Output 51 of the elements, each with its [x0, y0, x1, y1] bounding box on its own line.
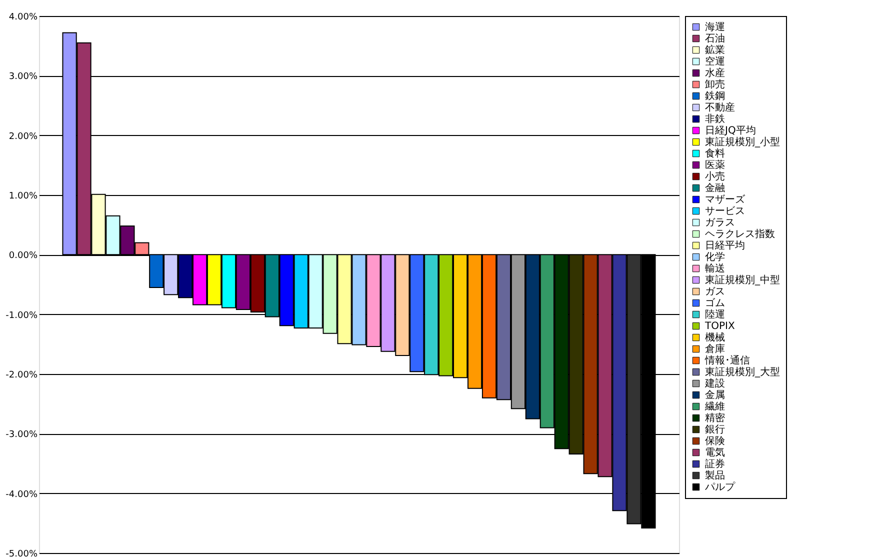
- y-tick-label: 2.00%: [8, 132, 38, 142]
- legend-label: 情報･通信: [704, 354, 750, 366]
- legend-label: 製品: [705, 470, 725, 482]
- legend-label: 食料: [705, 148, 725, 160]
- legend-label: 機械: [705, 332, 725, 344]
- legend-label: ヘラクレス指数: [705, 228, 775, 240]
- legend-label: 保険: [705, 436, 725, 447]
- legend-label: サービス: [705, 206, 745, 217]
- y-tick-label: 1.00%: [8, 192, 38, 202]
- legend-label: 証券: [705, 458, 725, 470]
- y-tick-label: 3.00%: [8, 72, 38, 82]
- legend-label: TOPIX: [704, 321, 735, 332]
- legend-label: 東証規模別_小型: [705, 136, 780, 148]
- legend-label: 小売: [705, 170, 725, 182]
- legend-label: 不動産: [705, 102, 735, 114]
- legend-label: パルプ: [704, 481, 736, 493]
- legend-label: 繊維: [704, 400, 725, 412]
- legend-label: マザーズ: [705, 194, 746, 206]
- legend-label: 倉庫: [705, 343, 725, 355]
- legend-label: ガラス: [705, 218, 735, 228]
- legend-label: 海運: [705, 21, 725, 33]
- legend-label: ゴム: [705, 297, 725, 309]
- legend-label: 医薬: [705, 159, 725, 171]
- legend-label: 精密: [705, 412, 725, 424]
- legend-label: 金属: [705, 389, 725, 401]
- legend-label: 卸売: [705, 78, 725, 90]
- legend-label: 銀行: [705, 424, 725, 436]
- y-tick-label: 4.00%: [8, 12, 38, 22]
- y-tick-label: -2.00%: [6, 370, 38, 380]
- legend-label: 東証規模別_中型: [705, 274, 780, 286]
- y-tick-label: -1.00%: [6, 310, 38, 321]
- legend-label: 非鉄: [705, 113, 725, 125]
- legend-label: 日経平均: [705, 240, 745, 252]
- legend-label: 金融: [705, 182, 725, 194]
- legend-label: 鉄鋼: [705, 90, 725, 102]
- y-tick-label: -5.00%: [6, 550, 38, 560]
- y-tick-label: -3.00%: [6, 430, 38, 440]
- legend-label: 水産: [705, 67, 725, 79]
- y-tick-label: 0.00%: [8, 251, 38, 262]
- legend-label: ガス: [705, 286, 725, 298]
- legend-label: 東証規模別_大型: [705, 366, 780, 378]
- legend-label: 輸送: [705, 262, 725, 274]
- legend-label: 日経JQ平均: [705, 124, 756, 136]
- legend-label: 石油: [705, 32, 725, 44]
- legend-label: 建設: [704, 378, 725, 390]
- legend-label: 化学: [705, 251, 725, 263]
- legend-label: 空運: [705, 56, 725, 68]
- y-tick-label: -4.00%: [6, 490, 38, 500]
- legend-label: 電気: [705, 448, 725, 458]
- legend-label: 陸運: [705, 308, 725, 320]
- legend-label: 鉱業: [705, 44, 725, 56]
